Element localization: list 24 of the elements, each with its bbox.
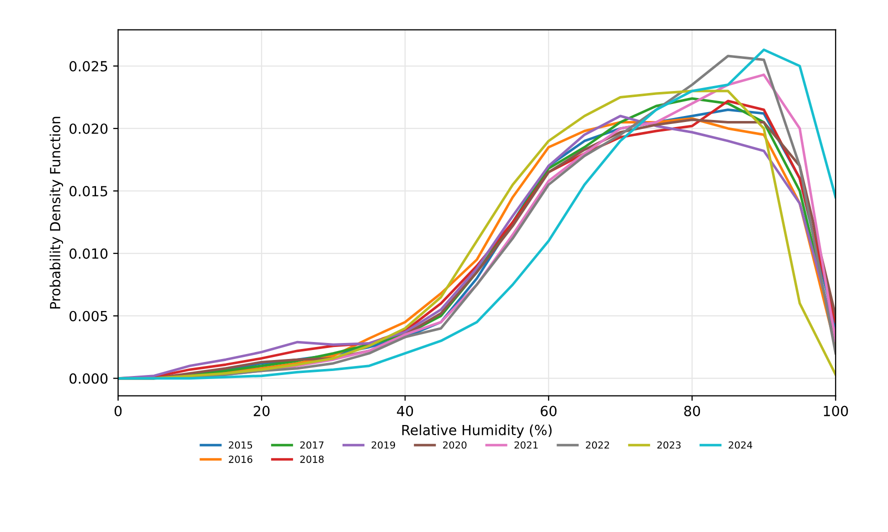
legend-label: 2015	[228, 441, 252, 449]
legend-label: 2020	[443, 441, 466, 449]
y-tick-label: 0.020	[70, 123, 108, 134]
x-axis-title: Relative Humidity (%)	[402, 424, 552, 438]
x-tick-label: 100	[824, 406, 848, 416]
x-tick-label: 80	[684, 406, 700, 416]
legend-label: 2024	[728, 441, 752, 449]
legend-label: 2023	[657, 441, 681, 449]
y-tick-label: 0.025	[70, 60, 108, 72]
y-tick-label: 0.010	[70, 248, 108, 259]
legend-label: 2017	[300, 441, 324, 449]
y-tick-label: 0.015	[70, 186, 108, 196]
legend-label: 2018	[300, 456, 324, 463]
legend-label: 2019	[372, 441, 396, 449]
y-tick-label: 0.000	[70, 373, 108, 384]
legend-label: 2022	[586, 441, 609, 449]
x-tick-label: 60	[540, 406, 557, 416]
x-tick-label: 40	[396, 406, 414, 416]
x-tick-label: 0	[114, 406, 122, 416]
legend-label: 2021	[514, 441, 538, 449]
x-tick-label: 20	[254, 406, 270, 416]
y-axis-title: Probability Density Function	[50, 116, 64, 308]
y-tick-label: 0.005	[70, 310, 108, 322]
legend-label: 2016	[228, 456, 252, 463]
